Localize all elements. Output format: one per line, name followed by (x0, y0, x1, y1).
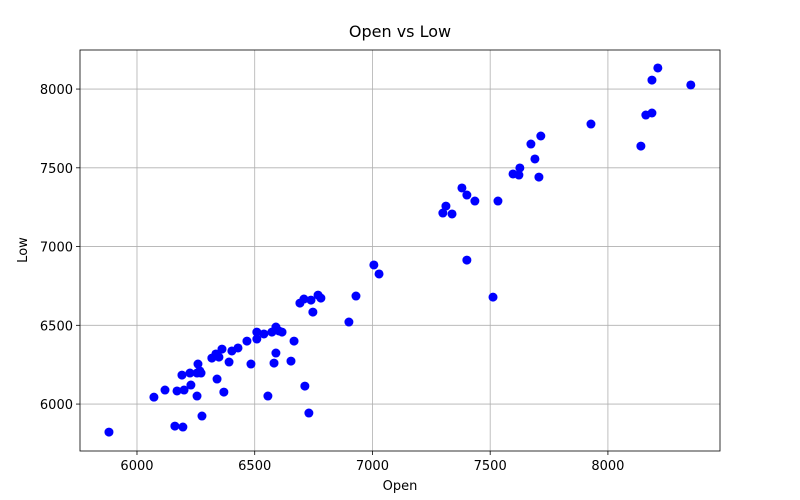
point (299, 294, 309, 304)
point (653, 63, 663, 73)
y-tick-label: 8000 (40, 83, 73, 98)
point (193, 359, 203, 369)
point (277, 327, 287, 337)
point (344, 317, 354, 327)
point (289, 336, 299, 346)
point (374, 269, 384, 279)
point (647, 75, 657, 85)
x-tick-label: 6500 (238, 459, 271, 474)
point (263, 391, 273, 401)
point (149, 392, 159, 402)
point (462, 255, 472, 265)
ticks: 6000 6500 7000 7500 8000 6000 6500 7000 7500 8000 (40, 83, 625, 474)
point (177, 370, 187, 380)
point (308, 307, 318, 317)
point (179, 385, 189, 395)
point (160, 385, 170, 395)
point (586, 119, 596, 129)
point (488, 292, 498, 302)
point (219, 387, 229, 397)
y-tick-label: 6500 (40, 319, 73, 334)
point (351, 291, 361, 301)
point (438, 208, 448, 218)
point (534, 172, 544, 182)
point (186, 380, 196, 390)
plot-frame (79, 49, 721, 452)
point (514, 170, 524, 180)
point (214, 352, 224, 362)
point (224, 357, 234, 367)
x-axis-label: Open (383, 479, 418, 494)
point (172, 386, 182, 396)
point (271, 348, 281, 358)
x-tick-label: 8000 (591, 459, 624, 474)
point (192, 391, 202, 401)
x-tick-label: 7500 (474, 459, 507, 474)
point (246, 359, 256, 369)
point (457, 183, 467, 193)
point (647, 108, 657, 118)
point (233, 343, 243, 353)
point (306, 295, 316, 305)
point (170, 421, 180, 431)
point (212, 374, 222, 384)
y-tick-label: 7000 (40, 241, 73, 256)
point (304, 408, 314, 418)
point (197, 411, 207, 421)
grid (80, 50, 720, 451)
point (242, 336, 252, 346)
point (493, 196, 503, 206)
y-tick-label: 6000 (40, 398, 73, 413)
point (104, 427, 114, 437)
point (686, 80, 696, 90)
point (185, 368, 195, 378)
x-tick-label: 6000 (120, 459, 153, 474)
point (441, 201, 451, 211)
point (526, 139, 536, 149)
y-axis-label: Low (16, 237, 31, 263)
point (259, 329, 269, 339)
point (269, 358, 279, 368)
point (316, 293, 326, 303)
point (462, 190, 472, 200)
point (217, 344, 227, 354)
y-tick-label: 7500 (40, 162, 73, 177)
point (515, 163, 525, 173)
x-tick-label: 7000 (356, 459, 389, 474)
point (530, 154, 540, 164)
point (196, 368, 206, 378)
point (252, 334, 262, 344)
point (536, 131, 546, 141)
point (252, 327, 262, 337)
point (369, 260, 379, 270)
point (470, 196, 480, 206)
point (300, 381, 310, 391)
chart-title: Open vs Low (349, 22, 451, 41)
point (636, 141, 646, 151)
point (178, 422, 188, 432)
point (286, 356, 296, 366)
points (104, 63, 696, 437)
point (447, 209, 457, 219)
